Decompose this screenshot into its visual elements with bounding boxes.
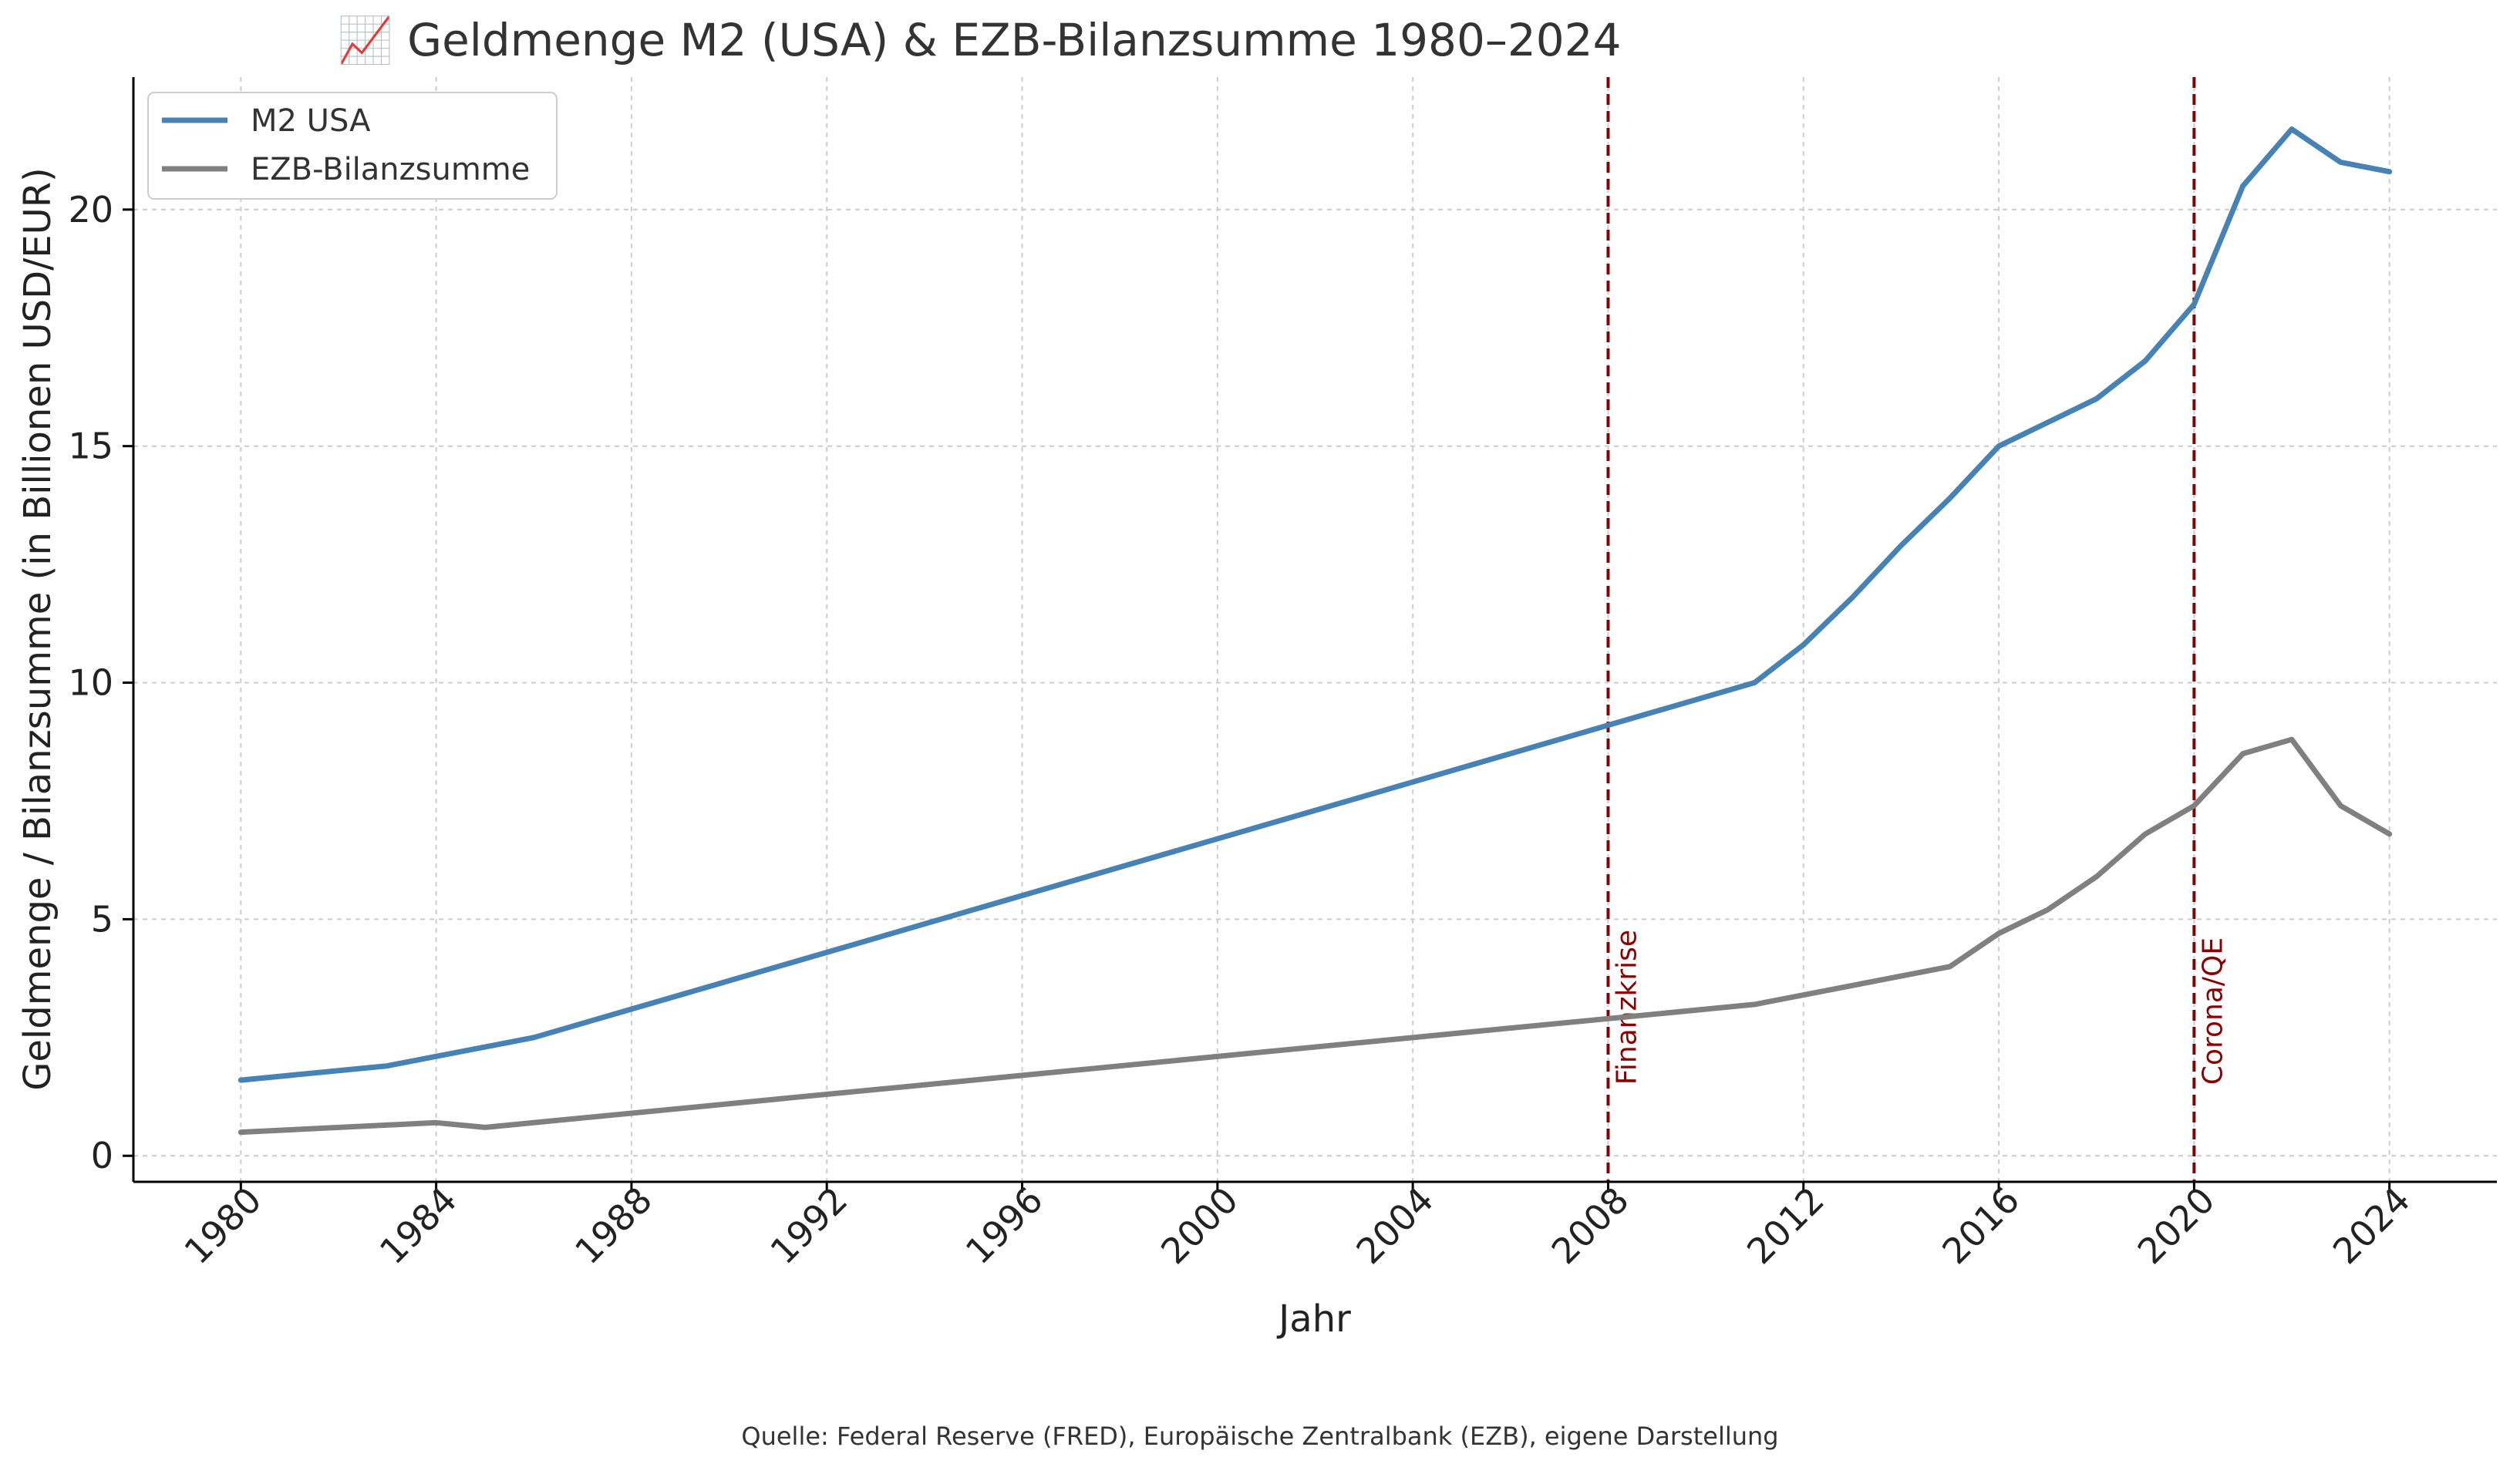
axes — [132, 77, 2497, 1183]
x-tick-label: 2012 — [1739, 1179, 1832, 1272]
y-tick-label: 10 — [68, 662, 113, 704]
ticks: 1980 1984 1988 1992 1996 2000 2004 2008 2012 2016… — [68, 189, 2417, 1272]
x-tick-label: 2020 — [2130, 1179, 2223, 1272]
x-tick-label: 2016 — [1934, 1179, 2027, 1272]
x-tick-label: 2008 — [1544, 1179, 1637, 1272]
x-axis-label: Jahr — [1276, 1297, 1351, 1341]
series-lines — [238, 126, 2393, 1136]
x-tick-label: 2024 — [2325, 1179, 2418, 1272]
x-tick-label: 2000 — [1153, 1179, 1246, 1272]
y-tick-label: 20 — [68, 189, 113, 231]
legend: M2 USA EZB-Bilanzsumme — [147, 92, 558, 200]
y-tick-label: 15 — [68, 426, 113, 467]
source-note: Quelle: Federal Reserve (FRED), Europäis… — [741, 1422, 1778, 1451]
x-tick-label: 2004 — [1348, 1179, 1441, 1272]
annotation-label-corona-qe: Corona/QE — [2197, 937, 2229, 1085]
annotations: Finanzkrise Corona/QE — [1606, 77, 2229, 1182]
grid — [133, 77, 2497, 1182]
legend-label-m2-usa: M2 USA — [251, 103, 371, 139]
y-tick-label: 5 — [91, 898, 113, 940]
y-axis-label: Geldmenge / Bilanzsumme (in Billionen US… — [16, 167, 59, 1091]
x-tick-label: 1992 — [762, 1179, 855, 1272]
chart-title: 📈 Geldmenge M2 (USA) & EZB-Bilanzsumme 1… — [338, 14, 1622, 66]
annotation-label-finanzkrise: Finanzkrise — [1611, 930, 1642, 1085]
legend-box — [147, 92, 558, 200]
x-tick-label: 1984 — [372, 1179, 465, 1272]
x-tick-label: 1996 — [958, 1179, 1051, 1272]
series-line-m2-usa — [238, 126, 2393, 1083]
y-tick-label: 0 — [91, 1135, 113, 1176]
legend-label-ezb-bilanzsumme: EZB-Bilanzsumme — [251, 152, 530, 187]
x-tick-label: 1988 — [567, 1179, 660, 1272]
series-line-ezb-bilanzsumme — [238, 736, 2393, 1136]
x-tick-label: 1980 — [177, 1179, 270, 1272]
